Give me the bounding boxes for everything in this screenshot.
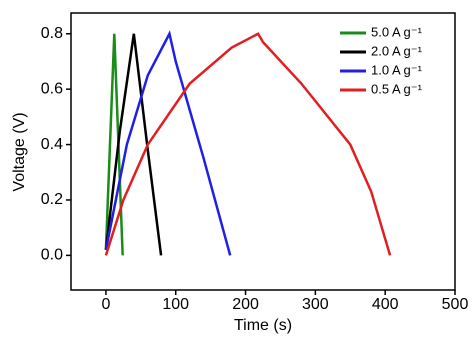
y-axis-label: Voltage (V) (11, 112, 28, 191)
legend-label: 1.0 A g⁻¹ (371, 62, 423, 77)
x-axis-label: Time (s) (234, 317, 292, 334)
legend-label: 5.0 A g⁻¹ (371, 24, 423, 39)
y-tick-label: 0.4 (41, 136, 63, 153)
y-tick-label: 0.8 (41, 25, 63, 42)
y-tick-label: 0.0 (41, 247, 63, 264)
x-tick-label: 100 (162, 296, 189, 313)
legend-label: 2.0 A g⁻¹ (371, 43, 423, 58)
x-tick-label: 200 (232, 296, 259, 313)
x-tick-label: 400 (372, 296, 399, 313)
plot-frame (70, 12, 456, 291)
x-tick-label: 300 (302, 296, 329, 313)
x-tick-label: 0 (101, 296, 110, 313)
series-line (104, 32, 392, 256)
x-tick-label: 500 (442, 296, 469, 313)
y-tick-label: 0.2 (41, 191, 63, 208)
series-line (104, 33, 163, 256)
series-line (104, 30, 232, 256)
y-tick-label: 0.6 (41, 80, 63, 97)
legend-label: 0.5 A g⁻¹ (371, 81, 423, 96)
